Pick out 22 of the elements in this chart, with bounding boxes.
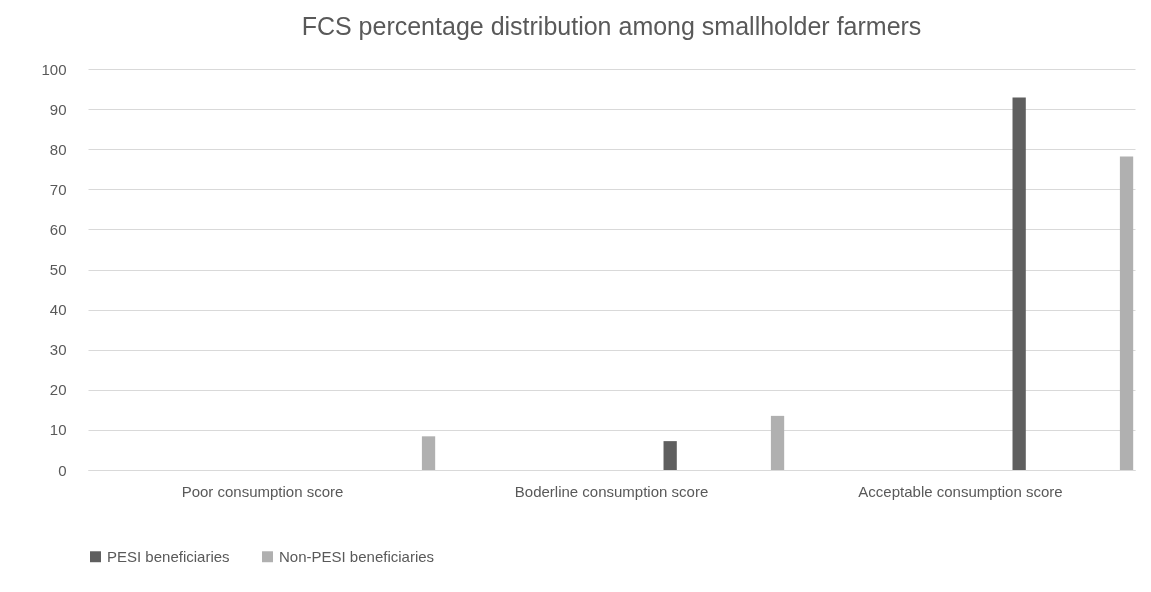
y-tick-label: 80	[49, 140, 67, 158]
y-tick-label: 50	[49, 261, 67, 278]
legend-label: PESI beneficiaries	[107, 547, 230, 565]
x-tick-label: Acceptable consumption score	[858, 482, 1063, 500]
legend-label: Non-PESI beneficiaries	[279, 547, 435, 565]
y-tick-label: 20	[49, 381, 67, 399]
bar	[1012, 97, 1026, 470]
y-tick-label: 90	[49, 100, 67, 118]
y-tick-label: 70	[49, 180, 67, 198]
y-tick-label: 40	[49, 301, 67, 319]
y-tick-label: 60	[49, 220, 67, 238]
bar	[421, 436, 436, 470]
bar	[770, 415, 785, 470]
bar	[663, 441, 677, 470]
y-tick-label: 30	[49, 341, 67, 359]
bar	[1119, 156, 1134, 470]
y-tick-label: 10	[49, 421, 67, 439]
x-tick-label: Boderline consumption score	[514, 482, 709, 500]
y-tick-label: 0	[58, 461, 67, 479]
y-tick-label: 100	[41, 60, 67, 78]
x-tick-label: Poor consumption score	[181, 482, 344, 500]
chart-title: FCS percentage distribution among smallholder farmers	[301, 12, 922, 40]
